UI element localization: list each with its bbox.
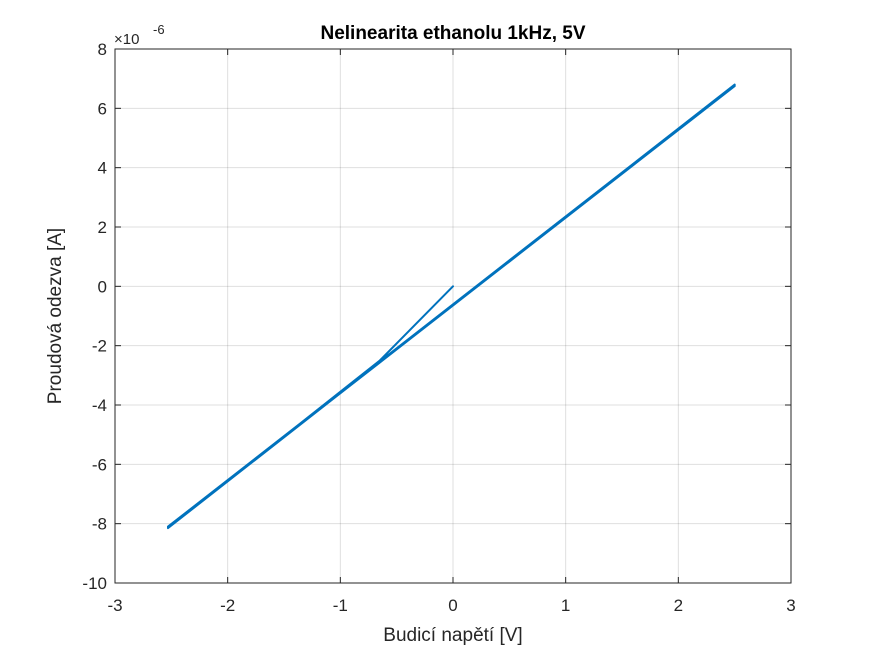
y-tick-label: 0 <box>98 277 107 296</box>
x-tick-label: -3 <box>107 596 122 615</box>
y-tick-label: -6 <box>92 455 107 474</box>
y-tick-label: -10 <box>82 574 107 593</box>
plot-area <box>115 49 791 583</box>
y-multiplier-exponent: -6 <box>153 22 165 37</box>
chart-title: Nelinearita ethanolu 1kHz, 5V <box>320 23 585 44</box>
y-tick-label: 2 <box>98 218 107 237</box>
y-tick-label: -8 <box>92 515 107 534</box>
y-tick-label: -2 <box>92 337 107 356</box>
ticks <box>114 48 792 584</box>
x-tick-label: -1 <box>333 596 348 615</box>
y-tick-label: 8 <box>98 40 107 59</box>
x-tick-label: 0 <box>448 596 457 615</box>
y-tick-label: 6 <box>98 99 107 118</box>
series-line <box>167 83 736 530</box>
y-multiplier: ×10 -6 <box>114 22 165 48</box>
x-tick-label: 1 <box>561 596 570 615</box>
y-multiplier-base: ×10 <box>114 31 139 48</box>
y-axis-label: Proudová odezva [A] <box>45 228 66 404</box>
x-axis-label: Budicí napětí [V] <box>383 625 522 646</box>
x-tick-label: -2 <box>220 596 235 615</box>
y-tick-label: -4 <box>92 396 107 415</box>
y-tick-label: 4 <box>98 159 107 178</box>
series-group <box>167 83 736 530</box>
x-tick-label: 3 <box>786 596 795 615</box>
x-tick-label: 2 <box>674 596 683 615</box>
